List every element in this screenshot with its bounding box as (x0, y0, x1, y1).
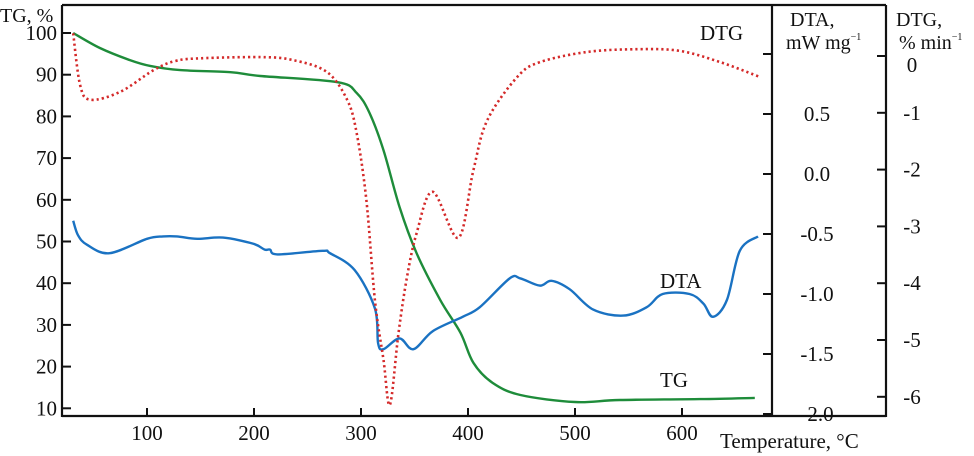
dtg-curve (71, 33, 761, 407)
dtg-tick-label: -3 (903, 214, 921, 238)
tg-curve (72, 31, 755, 404)
dta-tick-label: -1.5 (800, 342, 833, 366)
dta-axis-unit-sup: −1 (851, 32, 862, 43)
x-tick-label: 200 (238, 421, 270, 445)
tg-tick-label: 20 (36, 355, 57, 379)
x-tick-label: 300 (345, 421, 377, 445)
dtg-tick-label: -6 (903, 385, 921, 409)
dta-axis-unit: mW mg (786, 32, 851, 54)
dtg-tick-label: -2 (903, 158, 921, 182)
dta-tick-label: 0.0 (804, 162, 830, 186)
dta-axis-label-line2: mW mg−1 (786, 32, 861, 54)
x-tick-label: 600 (666, 421, 698, 445)
chart-frame (60, 3, 888, 418)
tg-tick-label: 30 (36, 313, 57, 337)
tg-tick-label: 100 (26, 21, 58, 45)
tg-curve-label: TG (660, 368, 688, 392)
dtg-tick-label: 0 (907, 53, 918, 77)
tg-tick-label: 70 (36, 146, 57, 170)
tg-axis-label: TG, % (0, 5, 53, 27)
dta-tick-label: 0.5 (804, 102, 830, 126)
tg-tick-label: 80 (36, 104, 57, 128)
x-tick-label: 100 (131, 421, 163, 445)
x-tick-label: 400 (452, 421, 484, 445)
dtg-tick-label: -4 (903, 271, 921, 295)
tg-tick-label: 60 (36, 188, 57, 212)
dtg-axis-label-line2: % min−1 (899, 32, 962, 54)
x-axis-label: Temperature, °C (720, 429, 859, 453)
dtg-tick-label: -5 (903, 328, 921, 352)
tg-tick-label: 10 (36, 396, 57, 420)
dta-tick-label: -2.0 (800, 402, 833, 426)
dta-curve (72, 220, 759, 351)
dtg-curve-label: DTG (700, 21, 743, 45)
dtg-tick-label: -1 (903, 101, 921, 125)
dta-axis-label-line1: DTA, (790, 9, 835, 31)
dta-curve-label: DTA (660, 269, 702, 293)
dtg-axis-unit: % min (899, 32, 952, 54)
tg-tick-label: 90 (36, 63, 57, 87)
x-tick-label: 500 (559, 421, 591, 445)
tg-tick-label: 40 (36, 271, 57, 295)
dtg-axis-unit-sup: −1 (952, 32, 963, 43)
dtg-axis-label-line1: DTG, (896, 9, 942, 31)
dta-tick-label: -1.0 (800, 282, 833, 306)
tg-tick-label: 50 (36, 230, 57, 254)
dta-tick-label: -0.5 (800, 222, 833, 246)
